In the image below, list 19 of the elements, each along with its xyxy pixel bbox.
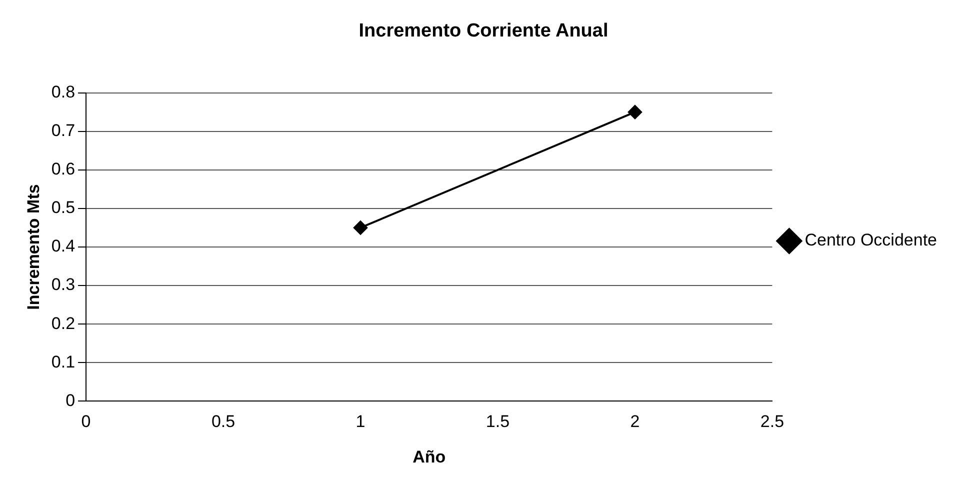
x-tick-label: 2.5 bbox=[760, 412, 784, 432]
y-tick-label: 0 bbox=[66, 390, 76, 410]
x-tick-label: 2 bbox=[630, 412, 640, 432]
y-tick-label: 0.6 bbox=[51, 160, 76, 179]
y-tick-label: 0.4 bbox=[51, 236, 76, 256]
y-tick-label: 0.7 bbox=[51, 121, 76, 140]
chart-title: Incremento Corriente Anual bbox=[358, 20, 608, 42]
legend-label: Centro Occidente bbox=[804, 230, 938, 250]
x-tick-label: 1 bbox=[356, 412, 366, 432]
y-tick-label: 0.1 bbox=[51, 352, 76, 372]
x-axis-title: Año bbox=[412, 447, 446, 466]
x-tick-label: 0 bbox=[81, 412, 91, 432]
y-tick-label: 0.3 bbox=[51, 275, 76, 294]
y-tick-label: 0.8 bbox=[51, 82, 76, 102]
x-tick-label: 1.5 bbox=[486, 412, 510, 432]
x-tick-label: 0.5 bbox=[211, 412, 236, 432]
y-tick-label: 0.2 bbox=[51, 314, 76, 333]
y-tick-label: 0.5 bbox=[51, 198, 76, 218]
y-axis-title: Incremento Mts bbox=[24, 184, 43, 310]
